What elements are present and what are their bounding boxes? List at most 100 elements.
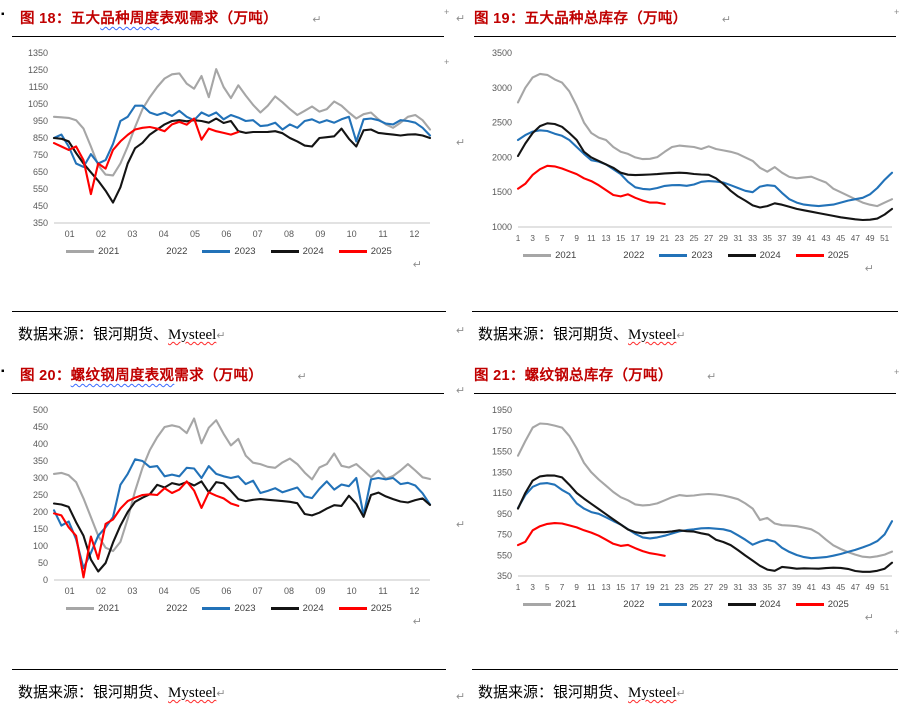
svg-text:11: 11 xyxy=(587,234,596,243)
figure-19-title-row: 图 19：五大品种总库存（万吨） ↵ xyxy=(474,7,898,29)
chart-legend-fig18: 2021 2022 2023 2024 2025 xyxy=(12,246,446,257)
figure-21-title-row: 图 21：螺纹钢总库存（万吨） ↵ xyxy=(474,364,898,386)
svg-text:500: 500 xyxy=(33,405,48,415)
legend-swatch-icon xyxy=(591,254,619,256)
anchor-handle-icon: + xyxy=(894,367,900,377)
paragraph-mark-icon: ↵ xyxy=(312,14,322,26)
data-source-note: 数据来源：银河期货、Mysteel↵ xyxy=(18,327,226,343)
svg-text:1750: 1750 xyxy=(492,426,512,436)
paragraph-mark-icon: ↵ xyxy=(721,14,732,26)
figure-20-title: 图 20：螺纹钢周度表观需求（万吨） xyxy=(20,368,264,384)
legend-item-2021: 2021 xyxy=(523,250,576,261)
paragraph-mark-icon: ↵ xyxy=(676,330,686,342)
svg-text:650: 650 xyxy=(33,167,48,177)
legend-label: 2024 xyxy=(759,250,781,261)
svg-text:10: 10 xyxy=(347,229,357,239)
svg-text:17: 17 xyxy=(631,583,641,592)
svg-text:23: 23 xyxy=(675,583,685,592)
divider xyxy=(12,393,444,394)
svg-text:27: 27 xyxy=(704,583,714,592)
svg-text:3000: 3000 xyxy=(492,83,512,93)
svg-text:2500: 2500 xyxy=(492,118,512,128)
svg-text:11: 11 xyxy=(378,586,387,596)
svg-text:49: 49 xyxy=(865,234,875,243)
figure-19-title: 图 19：五大品种总库存（万吨） xyxy=(474,11,688,27)
legend-label: 2025 xyxy=(827,250,849,261)
svg-text:100: 100 xyxy=(33,541,48,551)
paragraph-mark-icon: ↵ xyxy=(707,371,717,383)
figure-cell-20: ▪ 图 20：螺纹钢周度表观需求（万吨） ↵ 0 50 100 150 200 250 30… xyxy=(0,357,452,715)
svg-text:06: 06 xyxy=(221,586,231,596)
svg-text:29: 29 xyxy=(719,234,729,243)
svg-text:1350: 1350 xyxy=(492,467,512,477)
svg-text:08: 08 xyxy=(284,586,294,596)
svg-text:450: 450 xyxy=(33,422,48,432)
svg-text:1150: 1150 xyxy=(29,82,48,92)
svg-text:43: 43 xyxy=(821,234,831,243)
paragraph-mark-icon: ↵ xyxy=(297,371,307,383)
paragraph-mark-icon: ↵ xyxy=(456,137,466,149)
paragraph-mark-icon: ↵ xyxy=(864,263,874,275)
figure-20-title-row: ▪ 图 20：螺纹钢周度表观需求（万吨） ↵ xyxy=(1,364,446,386)
svg-text:23: 23 xyxy=(675,234,685,243)
svg-text:21: 21 xyxy=(660,234,670,243)
divider xyxy=(472,669,898,670)
legend-item-2021: 2021 xyxy=(66,246,119,257)
mysteel-text: Mysteel xyxy=(168,685,217,701)
chart-canvas-fig21[interactable]: 350 550 750 950 1150 1350 1550 1750 1950 1 3 5 7 9 11 1… xyxy=(476,405,898,598)
legend-item-2024: 2024 xyxy=(270,603,324,614)
legend-label: 2025 xyxy=(370,246,392,257)
list-bullet: ▪ xyxy=(1,9,5,20)
svg-text:49: 49 xyxy=(865,583,875,592)
anchor-handle-icon: + xyxy=(894,627,900,637)
legend-swatch-icon xyxy=(523,254,552,257)
legend-item-2025: 2025 xyxy=(338,246,392,257)
svg-text:1500: 1500 xyxy=(492,187,512,197)
svg-text:1: 1 xyxy=(516,234,521,243)
divider xyxy=(12,669,446,670)
figure-18-title-row: ▪ 图 18：五大品种周度表观需求（万吨） ↵ xyxy=(1,7,446,29)
svg-text:04: 04 xyxy=(159,586,169,596)
svg-text:1950: 1950 xyxy=(492,405,512,415)
legend-item-2021: 2021 xyxy=(66,603,119,614)
legend-label: 2022 xyxy=(166,246,188,257)
svg-text:5: 5 xyxy=(545,583,550,592)
svg-text:29: 29 xyxy=(719,583,729,592)
legend-swatch-icon xyxy=(523,603,552,606)
svg-text:25: 25 xyxy=(689,583,699,592)
legend-swatch-icon xyxy=(270,250,299,253)
svg-text:7: 7 xyxy=(560,234,565,243)
mysteel-text: Mysteel xyxy=(628,685,677,701)
svg-text:11: 11 xyxy=(587,583,596,592)
legend-item-2024: 2024 xyxy=(727,250,781,261)
svg-text:05: 05 xyxy=(190,229,200,239)
legend-item-2025: 2025 xyxy=(795,599,849,610)
svg-text:47: 47 xyxy=(851,583,861,592)
svg-text:37: 37 xyxy=(777,234,787,243)
legend-swatch-icon xyxy=(66,250,95,253)
chart-canvas-fig20[interactable]: 0 50 100 150 200 250 300 350 400 450 500 01 02 03 04 05… xyxy=(14,405,446,602)
paragraph-mark-icon: ↵ xyxy=(216,688,226,700)
svg-text:750: 750 xyxy=(33,150,48,160)
legend-swatch-icon xyxy=(134,250,162,252)
paragraph-mark-icon: ↵ xyxy=(456,691,466,703)
data-source-note: 数据来源：银河期货、Mysteel↵ xyxy=(18,685,226,701)
divider xyxy=(474,36,896,37)
chart-canvas-fig18[interactable]: 350 450 550 650 750 850 950 1050 1150 1250 1350 01 0… xyxy=(14,48,446,245)
paragraph-mark-icon: ↵ xyxy=(676,688,686,700)
svg-text:51: 51 xyxy=(880,234,890,243)
svg-text:05: 05 xyxy=(190,586,200,596)
legend-swatch-icon xyxy=(727,603,756,606)
svg-text:150: 150 xyxy=(33,524,48,534)
legend-label: 2023 xyxy=(691,599,713,610)
svg-text:850: 850 xyxy=(33,133,48,143)
svg-text:1000: 1000 xyxy=(492,222,512,232)
chart-canvas-fig19[interactable]: 1000 1500 2000 2500 3000 3500 1 3 5 7 9 11 13 15 17 19 2… xyxy=(476,48,898,249)
svg-text:1550: 1550 xyxy=(492,447,512,457)
legend-swatch-icon xyxy=(202,607,231,610)
chart-legend-fig20: 2021 2022 2023 2024 2025 xyxy=(12,603,446,614)
svg-text:15: 15 xyxy=(616,583,626,592)
mysteel-text: Mysteel xyxy=(168,327,217,343)
